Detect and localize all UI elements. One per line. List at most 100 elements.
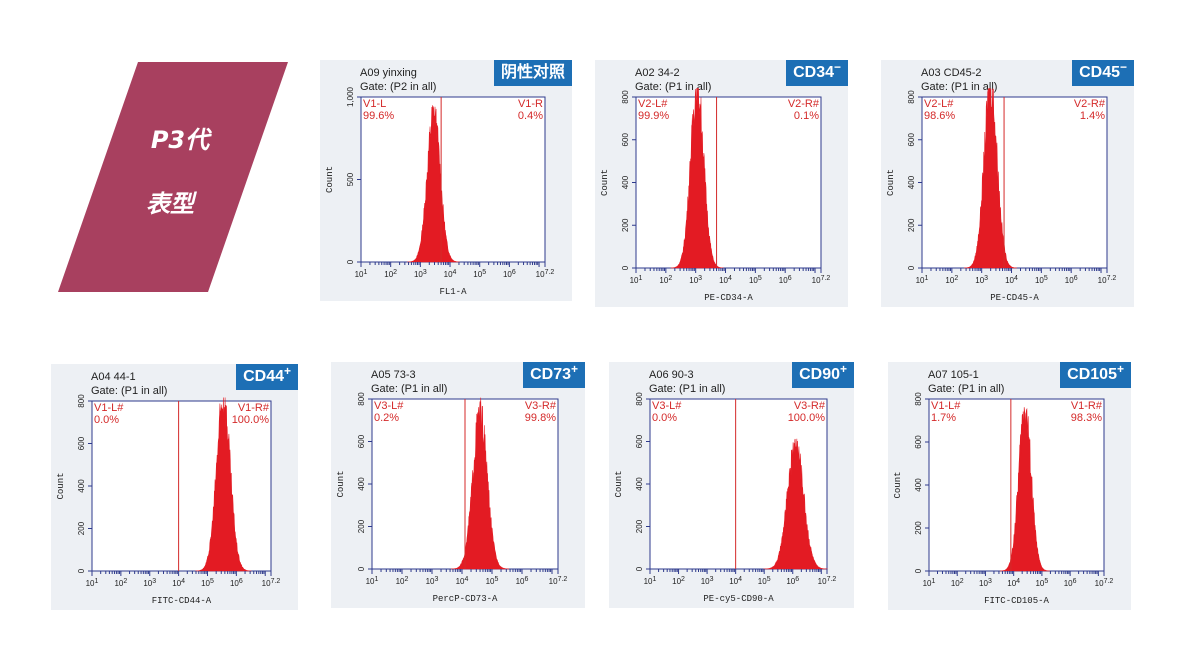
histogram-panel: CD44+ A04 44-1 Gate: (P1 in all) V1-L# 0.0% V… [51,364,298,610]
x-tick-exp: 7.2 [821,275,831,282]
x-tick-label: 107.2 [1095,578,1114,588]
badge-sign: − [833,60,841,74]
y-tick-label: 200 [621,218,630,232]
x-axis-label: PE-CD34-A [704,293,753,303]
y-tick-label: 400 [907,175,916,189]
x-tick-exp: 7.2 [1104,578,1114,585]
marker-badge: CD90+ [792,362,854,388]
x-tick-base: 10 [143,579,152,588]
x-tick-exp: 4 [738,576,742,583]
x-tick-base: 10 [384,270,393,279]
x-tick-label: 101 [86,578,99,588]
y-tick-label: 600 [357,434,366,448]
y-axis-label: Count [886,169,896,196]
left-gate-name: V3-L# [652,400,682,412]
y-tick-label: 200 [357,519,366,533]
x-tick-base: 10 [172,579,181,588]
marker-badge: CD45− [1072,60,1134,86]
y-tick-label: 400 [914,478,923,492]
plot-area [91,400,272,572]
left-gate-name: V1-L# [94,402,124,414]
x-tick-exp: 6 [1073,578,1077,585]
x-tick-base: 10 [786,577,795,586]
x-tick-label: 102 [396,576,409,586]
x-tick-label: 101 [366,576,379,586]
right-gate-name: V2-R# [788,98,820,110]
plot-area [360,96,546,263]
x-tick-label: 102 [672,576,685,586]
x-tick-label: 103 [689,275,702,285]
x-tick-base: 10 [923,579,932,588]
x-tick-base: 10 [230,579,239,588]
left-gate-name: V3-L# [374,400,404,412]
x-tick-base: 10 [1095,579,1104,588]
x-axis-label: FITC-CD44-A [152,596,212,606]
x-tick-label: 106 [1065,275,1078,285]
x-tick-label: 104 [456,576,469,586]
x-tick-exp: 3 [710,576,714,583]
y-axis-label: Count [336,470,346,497]
x-tick-label: 106 [1064,578,1077,588]
left-gate-name: V2-L# [924,98,954,110]
sample-name: A02 34-2 [635,67,680,79]
y-tick-label: 800 [357,392,366,406]
x-tick-base: 10 [1007,579,1016,588]
x-tick-base: 10 [1065,276,1074,285]
banner-line1: P3代 [151,126,212,154]
badge-label: CD73 [530,366,571,383]
sample-name: A07 105-1 [928,369,979,381]
histogram-panel: CD73+ A05 73-3 Gate: (P1 in all) V3-L# 0.2% V… [331,362,585,608]
left-gate-name: V1-L# [931,400,961,412]
x-tick-exp: 3 [984,275,988,282]
histogram-panel: CD34− A02 34-2 Gate: (P1 in all) V2-L# 99.9%… [595,60,848,307]
x-tick-label: 106 [230,578,243,588]
x-tick-label: 105 [201,578,214,588]
x-axis-label: FL1-A [439,287,467,297]
marker-badge: CD105+ [1060,362,1131,388]
x-tick-label: 106 [516,576,529,586]
badge-sign: + [283,364,291,378]
y-tick-label: 800 [907,90,916,104]
x-tick-exp: 1 [932,578,936,585]
x-tick-label: 102 [659,275,672,285]
y-tick-label: 200 [77,521,86,535]
x-tick-exp: 5 [1044,578,1048,585]
x-tick-label: 107.2 [262,578,281,588]
badge-sign: − [1119,60,1127,74]
x-tick-base: 10 [201,579,210,588]
x-axis-label: PercP-CD73-A [433,594,498,604]
x-tick-base: 10 [549,577,558,586]
x-tick-base: 10 [758,577,767,586]
y-tick-label: 600 [77,436,86,450]
right-gate-percent: 100.0% [232,414,270,426]
y-tick-label: 400 [357,477,366,491]
x-tick-base: 10 [456,577,465,586]
y-tick-label: 600 [914,435,923,449]
x-tick-label: 103 [701,576,714,586]
banner-line2: 表型 [146,190,197,218]
x-axis-label: PE-CD45-A [990,293,1039,303]
x-tick-label: 107.2 [818,576,837,586]
x-tick-base: 10 [1035,579,1044,588]
badge-label: CD44 [243,368,284,385]
marker-badge: 阴性对照 [493,60,572,86]
x-tick-label: 103 [975,275,988,285]
x-tick-label: 107.2 [549,576,568,586]
y-axis-label: Count [893,471,903,498]
x-tick-base: 10 [644,577,653,586]
gate-label: Gate: (P1 in all) [91,385,167,397]
badge-label: CD90 [799,366,840,383]
x-tick-label: 101 [923,578,936,588]
x-tick-base: 10 [749,276,758,285]
x-tick-base: 10 [396,577,405,586]
sample-name: A03 CD45-2 [921,67,982,79]
x-tick-exp: 6 [525,576,529,583]
x-tick-exp: 3 [435,576,439,583]
x-tick-exp: 7.2 [558,576,568,583]
y-axis-label: Count [325,166,335,193]
left-gate-percent: 0.2% [374,412,399,424]
x-tick-base: 10 [1064,579,1073,588]
right-gate-percent: 98.3% [1071,412,1102,424]
x-tick-exp: 7.2 [1107,275,1117,282]
